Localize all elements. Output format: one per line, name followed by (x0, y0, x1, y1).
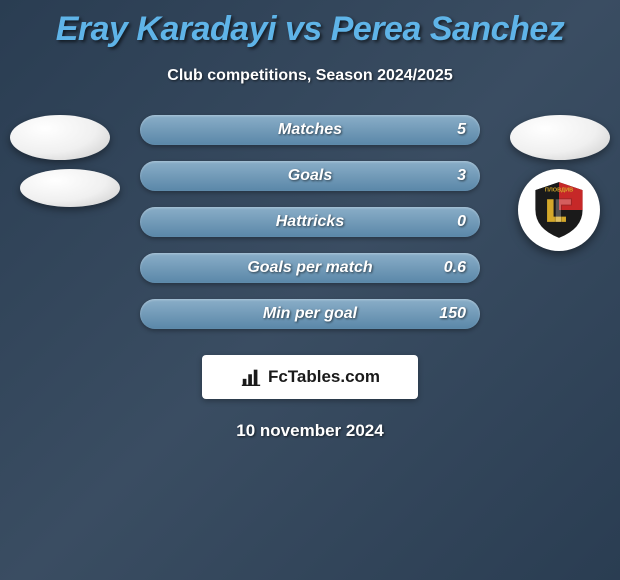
bar-chart-icon (240, 366, 262, 388)
stat-value-right: 3 (457, 167, 466, 185)
stat-value-right: 5 (457, 121, 466, 139)
svg-text:ПЛОВДИВ: ПЛОВДИВ (545, 187, 573, 193)
stat-value-right: 0 (457, 213, 466, 231)
stat-bar-goals-per-match: Goals per match 0.6 (140, 253, 480, 283)
stat-label: Matches (278, 121, 342, 139)
stat-label: Min per goal (263, 305, 357, 323)
stat-label: Goals per match (247, 259, 372, 277)
stat-bar-min-per-goal: Min per goal 150 (140, 299, 480, 329)
snapshot-date: 10 november 2024 (0, 421, 620, 441)
player-right-badge-blank (510, 115, 610, 160)
stat-value-right: 150 (439, 305, 466, 323)
stat-value-right: 0.6 (444, 259, 466, 277)
stat-bar-hattricks: Hattricks 0 (140, 207, 480, 237)
club-logo-right: ПЛОВДИВ (518, 169, 600, 251)
comparison-title: Eray Karadayi vs Perea Sanchez (0, 0, 620, 49)
stat-label: Goals (288, 167, 332, 185)
stat-bar-goals: Goals 3 (140, 161, 480, 191)
stat-bar-matches: Matches 5 (140, 115, 480, 145)
site-logo-text: FcTables.com (268, 367, 380, 387)
player-left-badge-blank-2 (20, 169, 120, 207)
stat-label: Hattricks (276, 213, 344, 231)
stat-bars: Matches 5 Goals 3 Hattricks 0 Goals per … (140, 115, 480, 345)
club-shield-icon: ПЛОВДИВ (528, 179, 590, 241)
player-left-badge-blank-1 (10, 115, 110, 160)
comparison-area: ПЛОВДИВ Matches 5 Goals 3 Hattricks 0 Go… (0, 115, 620, 345)
comparison-subtitle: Club competitions, Season 2024/2025 (0, 67, 620, 85)
site-logo[interactable]: FcTables.com (202, 355, 418, 399)
